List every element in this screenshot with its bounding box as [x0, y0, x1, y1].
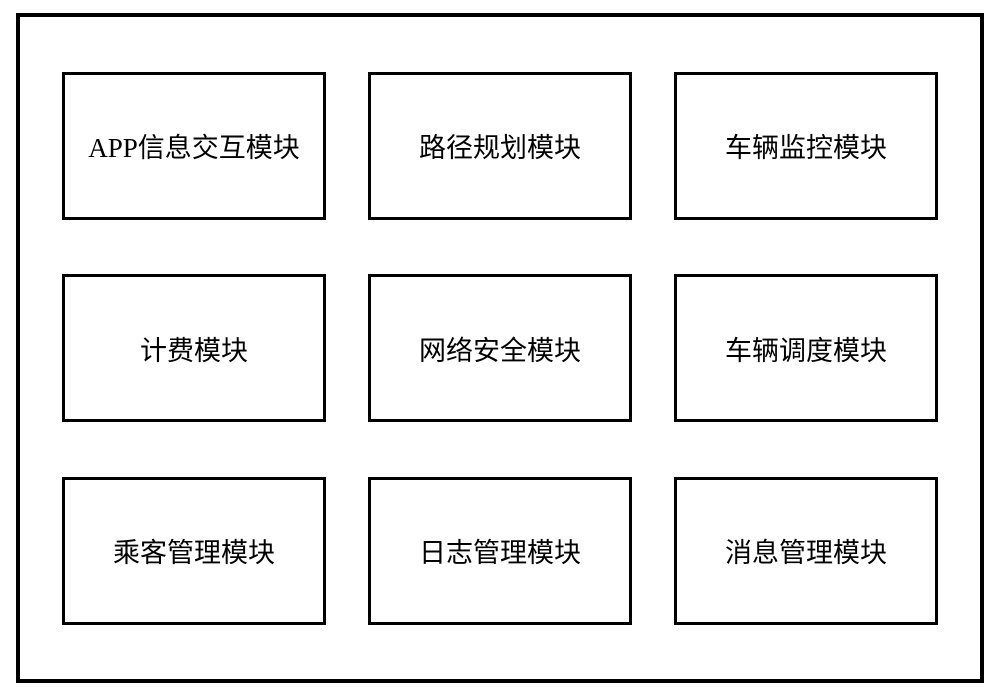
module-label: APP信息交互模块	[88, 126, 300, 165]
module-box: 日志管理模块	[368, 477, 632, 625]
module-label: 日志管理模块	[419, 531, 581, 570]
module-box: 路径规划模块	[368, 72, 632, 220]
module-box: 车辆调度模块	[674, 274, 938, 422]
module-box: 消息管理模块	[674, 477, 938, 625]
module-box: 乘客管理模块	[62, 477, 326, 625]
module-label: 路径规划模块	[419, 126, 581, 165]
module-box: 车辆监控模块	[674, 72, 938, 220]
module-box: 网络安全模块	[368, 274, 632, 422]
module-label: 车辆监控模块	[725, 126, 887, 165]
module-box: APP信息交互模块	[62, 72, 326, 220]
module-label: 网络安全模块	[419, 329, 581, 368]
module-box: 计费模块	[62, 274, 326, 422]
diagram-frame: APP信息交互模块 路径规划模块 车辆监控模块 计费模块 网络安全模块 车辆调度…	[16, 13, 984, 683]
module-label: 消息管理模块	[725, 531, 887, 570]
module-label: 乘客管理模块	[113, 531, 275, 570]
module-label: 计费模块	[140, 329, 248, 368]
module-label: 车辆调度模块	[725, 329, 887, 368]
